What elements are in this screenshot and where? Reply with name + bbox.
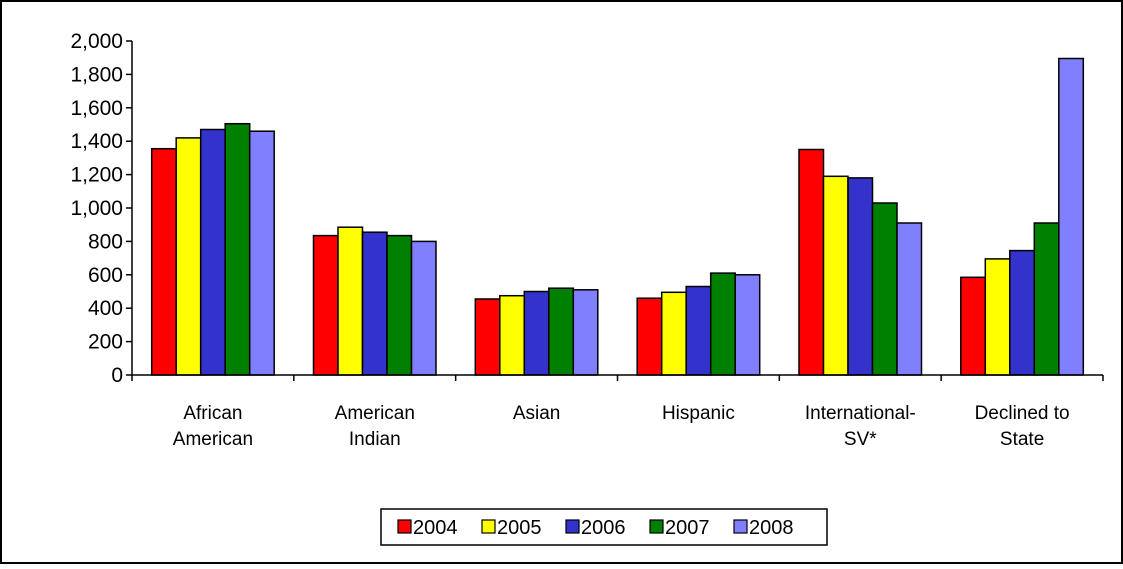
plot-area: 0 200 400 600 800 1,000 1,200 1,400 1,600 1,800 2,… [70,30,1104,450]
legend-swatch-2005 [481,519,496,534]
x-category-label-line: Declined to [975,403,1070,424]
bar-2008-cat0 [248,130,275,376]
x-category-label-line: International- [805,403,916,424]
x-category-label: American Indian [335,403,415,450]
bar-2004-cat0 [150,147,177,376]
y-tick-label: 200 [88,331,123,354]
y-tick-label: 1,600 [70,97,123,120]
x-category-label-line: Asian [513,403,561,424]
legend-label-2005: 2005 [497,517,542,539]
bar-2007-cat0 [224,122,251,376]
bar-2004-cat3 [636,297,663,376]
x-category-label-line: American [335,403,415,424]
bar-2004-cat5 [960,276,987,376]
bar-2007-cat2 [548,287,575,376]
x-category-label: Declined to State [975,403,1070,450]
x-category-label-line: State [1000,429,1044,450]
y-tick-label: 1,200 [70,164,123,187]
bar-2006-cat0 [199,128,226,376]
bar-2005-cat4 [822,175,849,376]
bar-2005-cat1 [337,226,364,376]
bar-2005-cat2 [499,294,526,376]
y-tick-label: 0 [111,364,123,387]
bar-2008-cat5 [1058,57,1085,376]
bar-2004-cat1 [312,234,339,376]
x-category-label: International- SV* [805,403,916,450]
bar-2007-cat4 [871,202,898,376]
x-category-label-line: Hispanic [662,403,735,424]
x-category-label: African American [173,403,253,450]
bar-2005-cat3 [660,291,687,376]
bar-2008-cat3 [734,274,761,376]
legend-box [380,508,828,546]
y-tick-label: 400 [88,297,123,320]
legend-label-2007: 2007 [665,517,710,539]
bar-2007-cat5 [1033,222,1060,376]
legend-swatch-2007 [649,519,664,534]
bar-2006-cat5 [1009,249,1036,376]
legend-swatch-2008 [733,519,748,534]
x-category-label-line: African [183,403,242,424]
bar-2006-cat3 [685,285,712,376]
bar-2008-cat4 [896,222,923,376]
x-category-label-line: SV* [844,429,877,450]
bar-2004-cat2 [474,298,501,376]
y-tick-label: 1,800 [70,63,123,86]
legend-swatch-2004 [397,519,412,534]
bar-2007-cat1 [386,234,413,376]
y-tick-label: 600 [88,264,123,287]
bar-2008-cat1 [410,240,437,376]
bar-2004-cat4 [798,148,825,376]
y-tick-label: 1,000 [70,197,123,220]
x-category-label: Asian [513,403,561,424]
bar-2005-cat5 [984,258,1011,376]
legend-swatch-2006 [565,519,580,534]
legend-label-2008: 2008 [749,517,794,539]
bar-2006-cat1 [361,231,388,376]
bar-2008-cat2 [572,289,599,376]
bar-2006-cat2 [523,290,550,376]
legend: 2004 2005 2006 2007 2008 [380,508,828,546]
y-tick-label: 2,000 [70,30,123,53]
bar-2007-cat3 [709,272,736,376]
bar-2005-cat0 [175,137,202,376]
legend-label-2006: 2006 [581,517,626,539]
legend-label-2004: 2004 [413,517,458,539]
x-category-label: Hispanic [662,403,735,424]
x-category-label-line: Indian [349,429,401,450]
x-category-label-line: American [173,429,253,450]
y-tick-label: 800 [88,230,123,253]
y-tick-label: 1,400 [70,130,123,153]
bar-2006-cat4 [847,177,874,376]
